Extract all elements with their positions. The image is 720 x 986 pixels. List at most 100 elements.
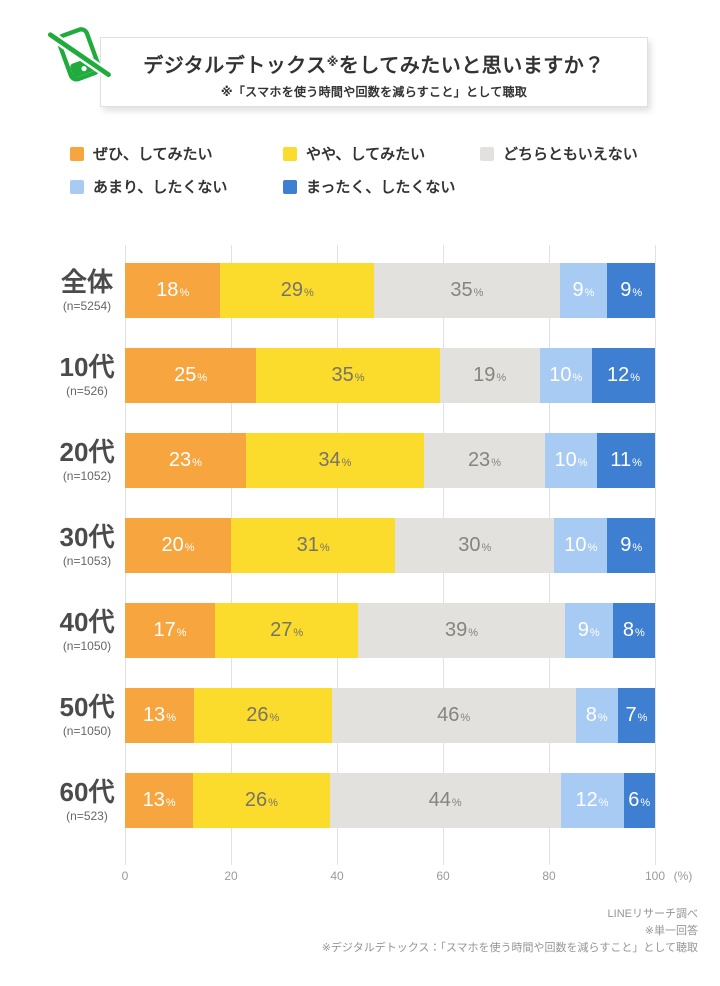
footer-note-2: ※デジタルデトックス：「スマホを使う時間や回数を減らすこと」として聴取 bbox=[321, 942, 698, 954]
segment-value: 12% bbox=[576, 789, 609, 812]
bar-segment: 10% bbox=[554, 518, 608, 573]
segment-value: 26% bbox=[246, 704, 279, 727]
segment-value: 23% bbox=[468, 449, 501, 472]
header-box: デジタルデトックス※をしてみたいと思いますか？ ※「スマホを使う時間や回数を減ら… bbox=[100, 37, 648, 107]
segment-pct: % bbox=[632, 457, 642, 469]
segment-pct: % bbox=[460, 712, 471, 724]
category-n: (n=1050) bbox=[62, 723, 112, 738]
bar-segment: 12% bbox=[560, 773, 624, 828]
segment-value: 34% bbox=[318, 449, 351, 472]
segment-num: 8 bbox=[585, 704, 597, 726]
segment-pct: % bbox=[584, 287, 595, 299]
stacked-bar: 13% 26% 44% 12% 6% bbox=[125, 773, 655, 828]
segment-pct: % bbox=[179, 287, 190, 299]
category-label: 10代 bbox=[59, 351, 115, 382]
segment-num: 29 bbox=[280, 279, 303, 301]
segment-value: 35% bbox=[332, 364, 365, 387]
segment-num: 11 bbox=[610, 449, 632, 471]
no-smartphone-icon bbox=[45, 19, 114, 87]
bar-segment: 13% bbox=[125, 773, 194, 828]
chart-row: 10代 (n=526) 25% 35% 19% 10% 12% bbox=[60, 348, 655, 403]
legend-label: まったく、したくない bbox=[306, 179, 456, 196]
segment-num: 23 bbox=[467, 449, 491, 471]
bar-segment: 30% bbox=[395, 518, 555, 573]
segment-num: 10 bbox=[554, 449, 577, 471]
segment-value: 27% bbox=[270, 619, 303, 642]
segment-num: 30 bbox=[458, 534, 481, 556]
segment-value: 19% bbox=[473, 364, 506, 387]
segment-pct: % bbox=[481, 542, 492, 554]
segment-num: 9 bbox=[620, 279, 632, 301]
segment-value: 8% bbox=[586, 704, 608, 727]
bar-segment: 17% bbox=[125, 603, 216, 658]
legend-item: あまり、したくない bbox=[70, 176, 283, 197]
bar-segment: 46% bbox=[331, 688, 576, 743]
segment-num: 46 bbox=[437, 704, 460, 726]
bar-segment: 27% bbox=[215, 603, 359, 658]
bar-segment: 26% bbox=[193, 773, 330, 828]
segment-pct: % bbox=[197, 372, 208, 384]
segment-num: 7 bbox=[625, 704, 637, 726]
segment-num: 9 bbox=[620, 534, 632, 556]
row-label: 10代 (n=526) bbox=[55, 351, 119, 398]
segment-num: 8 bbox=[622, 619, 634, 641]
legend-label: あまり、したくない bbox=[93, 179, 228, 196]
segment-value: 26% bbox=[245, 789, 278, 812]
bar-segment: 18% bbox=[125, 263, 221, 318]
bar-segment: 19% bbox=[439, 348, 540, 403]
x-tick-label: 20 bbox=[224, 869, 238, 883]
segment-value: 7% bbox=[626, 704, 648, 727]
segment-num: 44 bbox=[428, 789, 451, 811]
segment-pct: % bbox=[640, 797, 651, 809]
segment-num: 26 bbox=[246, 704, 269, 726]
row-label: 60代 (n=523) bbox=[55, 776, 119, 823]
legend-label: やや、してみたい bbox=[306, 146, 426, 163]
segment-value: 11% bbox=[610, 449, 642, 472]
segment-value: 12% bbox=[607, 364, 640, 387]
segment-value: 30% bbox=[458, 534, 491, 557]
segment-num: 34 bbox=[318, 449, 341, 471]
segment-num: 10 bbox=[549, 364, 572, 386]
x-axis: (%) 0 20 40 60 80 100 bbox=[122, 869, 693, 885]
segment-value: 10% bbox=[564, 534, 597, 557]
segment-value: 46% bbox=[437, 704, 470, 727]
segment-value: 9% bbox=[573, 279, 595, 302]
segment-value: 20% bbox=[161, 534, 194, 557]
category-label: 40代 bbox=[59, 606, 115, 637]
segment-value: 10% bbox=[549, 364, 582, 387]
category-label: 20代 bbox=[59, 436, 115, 467]
segment-num: 31 bbox=[296, 534, 319, 556]
segment-pct: % bbox=[589, 627, 600, 639]
segment-value: 39% bbox=[445, 619, 478, 642]
category-label: 60代 bbox=[59, 776, 115, 807]
bar-segment: 34% bbox=[245, 433, 425, 488]
segment-pct: % bbox=[598, 797, 609, 809]
segment-pct: % bbox=[303, 287, 314, 299]
bar-segment: 8% bbox=[612, 603, 655, 658]
bar-segment: 10% bbox=[539, 348, 593, 403]
segment-value: 6% bbox=[628, 789, 650, 812]
legend-label: どちらともいえない bbox=[503, 146, 638, 163]
segment-num: 9 bbox=[572, 279, 584, 301]
bar-segment: 8% bbox=[575, 688, 618, 743]
chart-row: 30代 (n=1053) 20% 31% 30% 10% 9% bbox=[60, 518, 655, 573]
category-label: 30代 bbox=[59, 521, 115, 552]
category-n: (n=526) bbox=[66, 383, 108, 398]
segment-num: 13 bbox=[142, 704, 166, 726]
bar-segment: 35% bbox=[374, 263, 560, 318]
segment-num: 12 bbox=[575, 789, 598, 811]
category-label: 50代 bbox=[59, 691, 115, 722]
legend-item: やや、してみたい bbox=[283, 143, 480, 164]
segment-value: 9% bbox=[620, 279, 642, 302]
bar-segment: 6% bbox=[623, 773, 655, 828]
segment-pct: % bbox=[632, 287, 643, 299]
bar-segment: 23% bbox=[125, 433, 246, 488]
segment-pct: % bbox=[496, 372, 507, 384]
category-n: (n=5254) bbox=[62, 298, 112, 313]
segment-value: 8% bbox=[623, 619, 645, 642]
bar-segment: 9% bbox=[564, 603, 613, 658]
bar-segment: 9% bbox=[607, 263, 656, 318]
legend-swatch bbox=[283, 146, 297, 161]
bar-segment: 13% bbox=[125, 688, 194, 743]
